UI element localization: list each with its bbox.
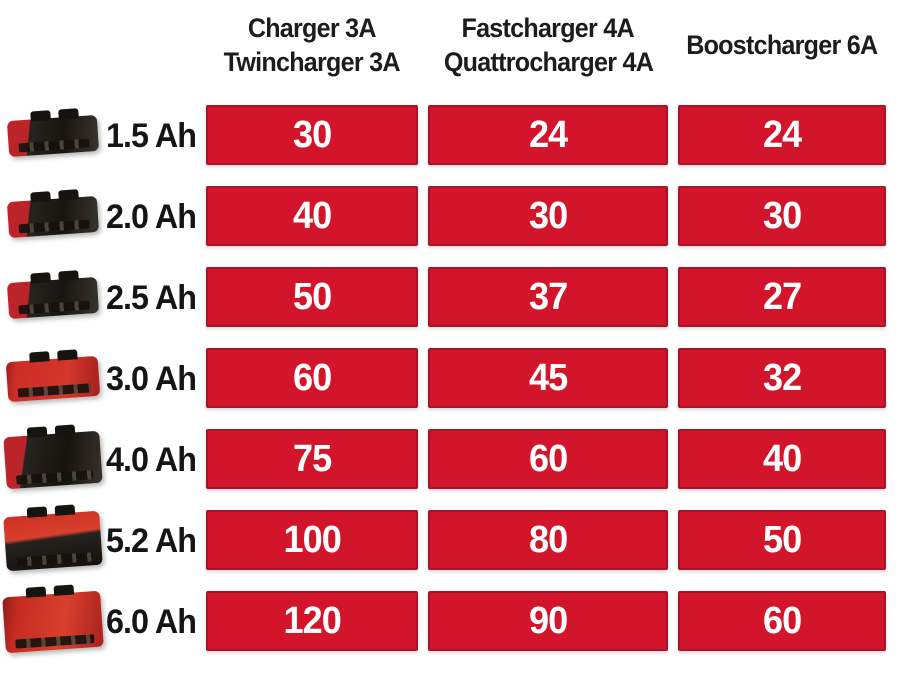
charging-time-value: 100 (283, 518, 341, 561)
table-row-header: 2.5 Ah (0, 267, 197, 329)
battery-2-0ah-image (6, 195, 100, 239)
charging-time-value: 30 (292, 113, 332, 156)
column-header-boostcharger-6a: Boostcharger 6A (678, 0, 886, 105)
charging-time-cell: 27 (678, 267, 886, 327)
charging-time-value: 40 (292, 194, 332, 237)
charging-time-value: 50 (292, 275, 332, 318)
charging-time-cell: 100 (206, 510, 418, 570)
charging-time-cell: 30 (206, 105, 418, 165)
column-header-line: Twincharger 3A (223, 46, 401, 77)
battery-capacity-label: 3.0 Ah (106, 359, 197, 398)
battery-6-0ah-image (2, 590, 104, 654)
charging-time-cell: 32 (678, 348, 886, 408)
charging-time-cell: 80 (428, 510, 668, 570)
charging-time-value: 45 (528, 356, 568, 399)
battery-2-5ah-image (6, 276, 100, 320)
charging-time-cell: 60 (678, 591, 886, 651)
charging-time-cell: 75 (206, 429, 418, 489)
charging-time-value: 75 (292, 437, 332, 480)
charging-time-cell: 50 (206, 267, 418, 327)
battery-1-5ah-image (6, 114, 100, 158)
charging-time-value: 40 (762, 437, 802, 480)
charging-time-cell: 40 (678, 429, 886, 489)
battery-image-wrap (0, 195, 106, 239)
battery-capacity-label: 1.5 Ah (106, 116, 197, 155)
column-header-fastcharger-4a: Fastcharger 4A Quattrocharger 4A (428, 0, 668, 105)
battery-image-wrap (0, 430, 106, 490)
table-row-header: 2.0 Ah (0, 186, 197, 248)
charging-time-cell: 30 (678, 186, 886, 246)
charging-time-cell: 40 (206, 186, 418, 246)
table-row-header: 1.5 Ah (0, 105, 197, 167)
charging-time-value: 80 (528, 518, 568, 561)
battery-capacity-label: 2.0 Ah (106, 197, 197, 236)
battery-capacity-label: 5.2 Ah (106, 521, 197, 560)
charging-time-value: 24 (762, 113, 802, 156)
charging-time-value: 30 (528, 194, 568, 237)
charging-time-cell: 90 (428, 591, 668, 651)
charging-time-cell: 24 (678, 105, 886, 165)
charging-time-cell: 24 (428, 105, 668, 165)
charging-time-value: 120 (283, 599, 341, 642)
battery-3-0ah-image (5, 355, 101, 403)
table-corner (0, 0, 196, 105)
charging-time-value: 24 (528, 113, 568, 156)
charging-time-value: 27 (762, 275, 802, 318)
charging-time-value: 37 (528, 275, 568, 318)
battery-4-0ah-image (3, 430, 103, 490)
column-header-line: Charger 3A (248, 12, 377, 43)
battery-image-wrap (0, 114, 106, 158)
battery-capacity-label: 6.0 Ah (106, 602, 197, 641)
charging-time-value: 30 (762, 194, 802, 237)
charging-time-cell: 37 (428, 267, 668, 327)
battery-image-wrap (0, 355, 106, 403)
charging-time-value: 90 (528, 599, 568, 642)
charging-time-cell: 45 (428, 348, 668, 408)
battery-capacity-label: 4.0 Ah (106, 440, 197, 479)
table-row-header: 5.2 Ah (0, 510, 197, 572)
charging-time-value: 60 (762, 599, 802, 642)
battery-image-wrap (0, 510, 106, 572)
charging-time-value: 32 (762, 356, 802, 399)
charging-time-cell: 60 (428, 429, 668, 489)
battery-5-2ah-image (3, 510, 103, 572)
charging-time-cell: 60 (206, 348, 418, 408)
table-row-header: 4.0 Ah (0, 429, 197, 491)
charging-time-value: 50 (762, 518, 802, 561)
charging-time-cell: 120 (206, 591, 418, 651)
battery-image-wrap (0, 276, 106, 320)
column-header-charger-3a: Charger 3A Twincharger 3A (206, 0, 418, 105)
table-row-header: 6.0 Ah (0, 590, 197, 654)
charging-time-cell: 50 (678, 510, 886, 570)
charging-time-value: 60 (528, 437, 568, 480)
charging-time-value: 60 (292, 356, 332, 399)
column-header-line: Quattrocharger 4A (443, 46, 653, 77)
table-row-header: 3.0 Ah (0, 348, 197, 410)
column-header-line: Boostcharger 6A (686, 29, 878, 60)
column-header-line: Fastcharger 4A (461, 12, 635, 43)
charging-time-cell: 30 (428, 186, 668, 246)
battery-image-wrap (0, 590, 106, 654)
battery-capacity-label: 2.5 Ah (106, 278, 197, 317)
